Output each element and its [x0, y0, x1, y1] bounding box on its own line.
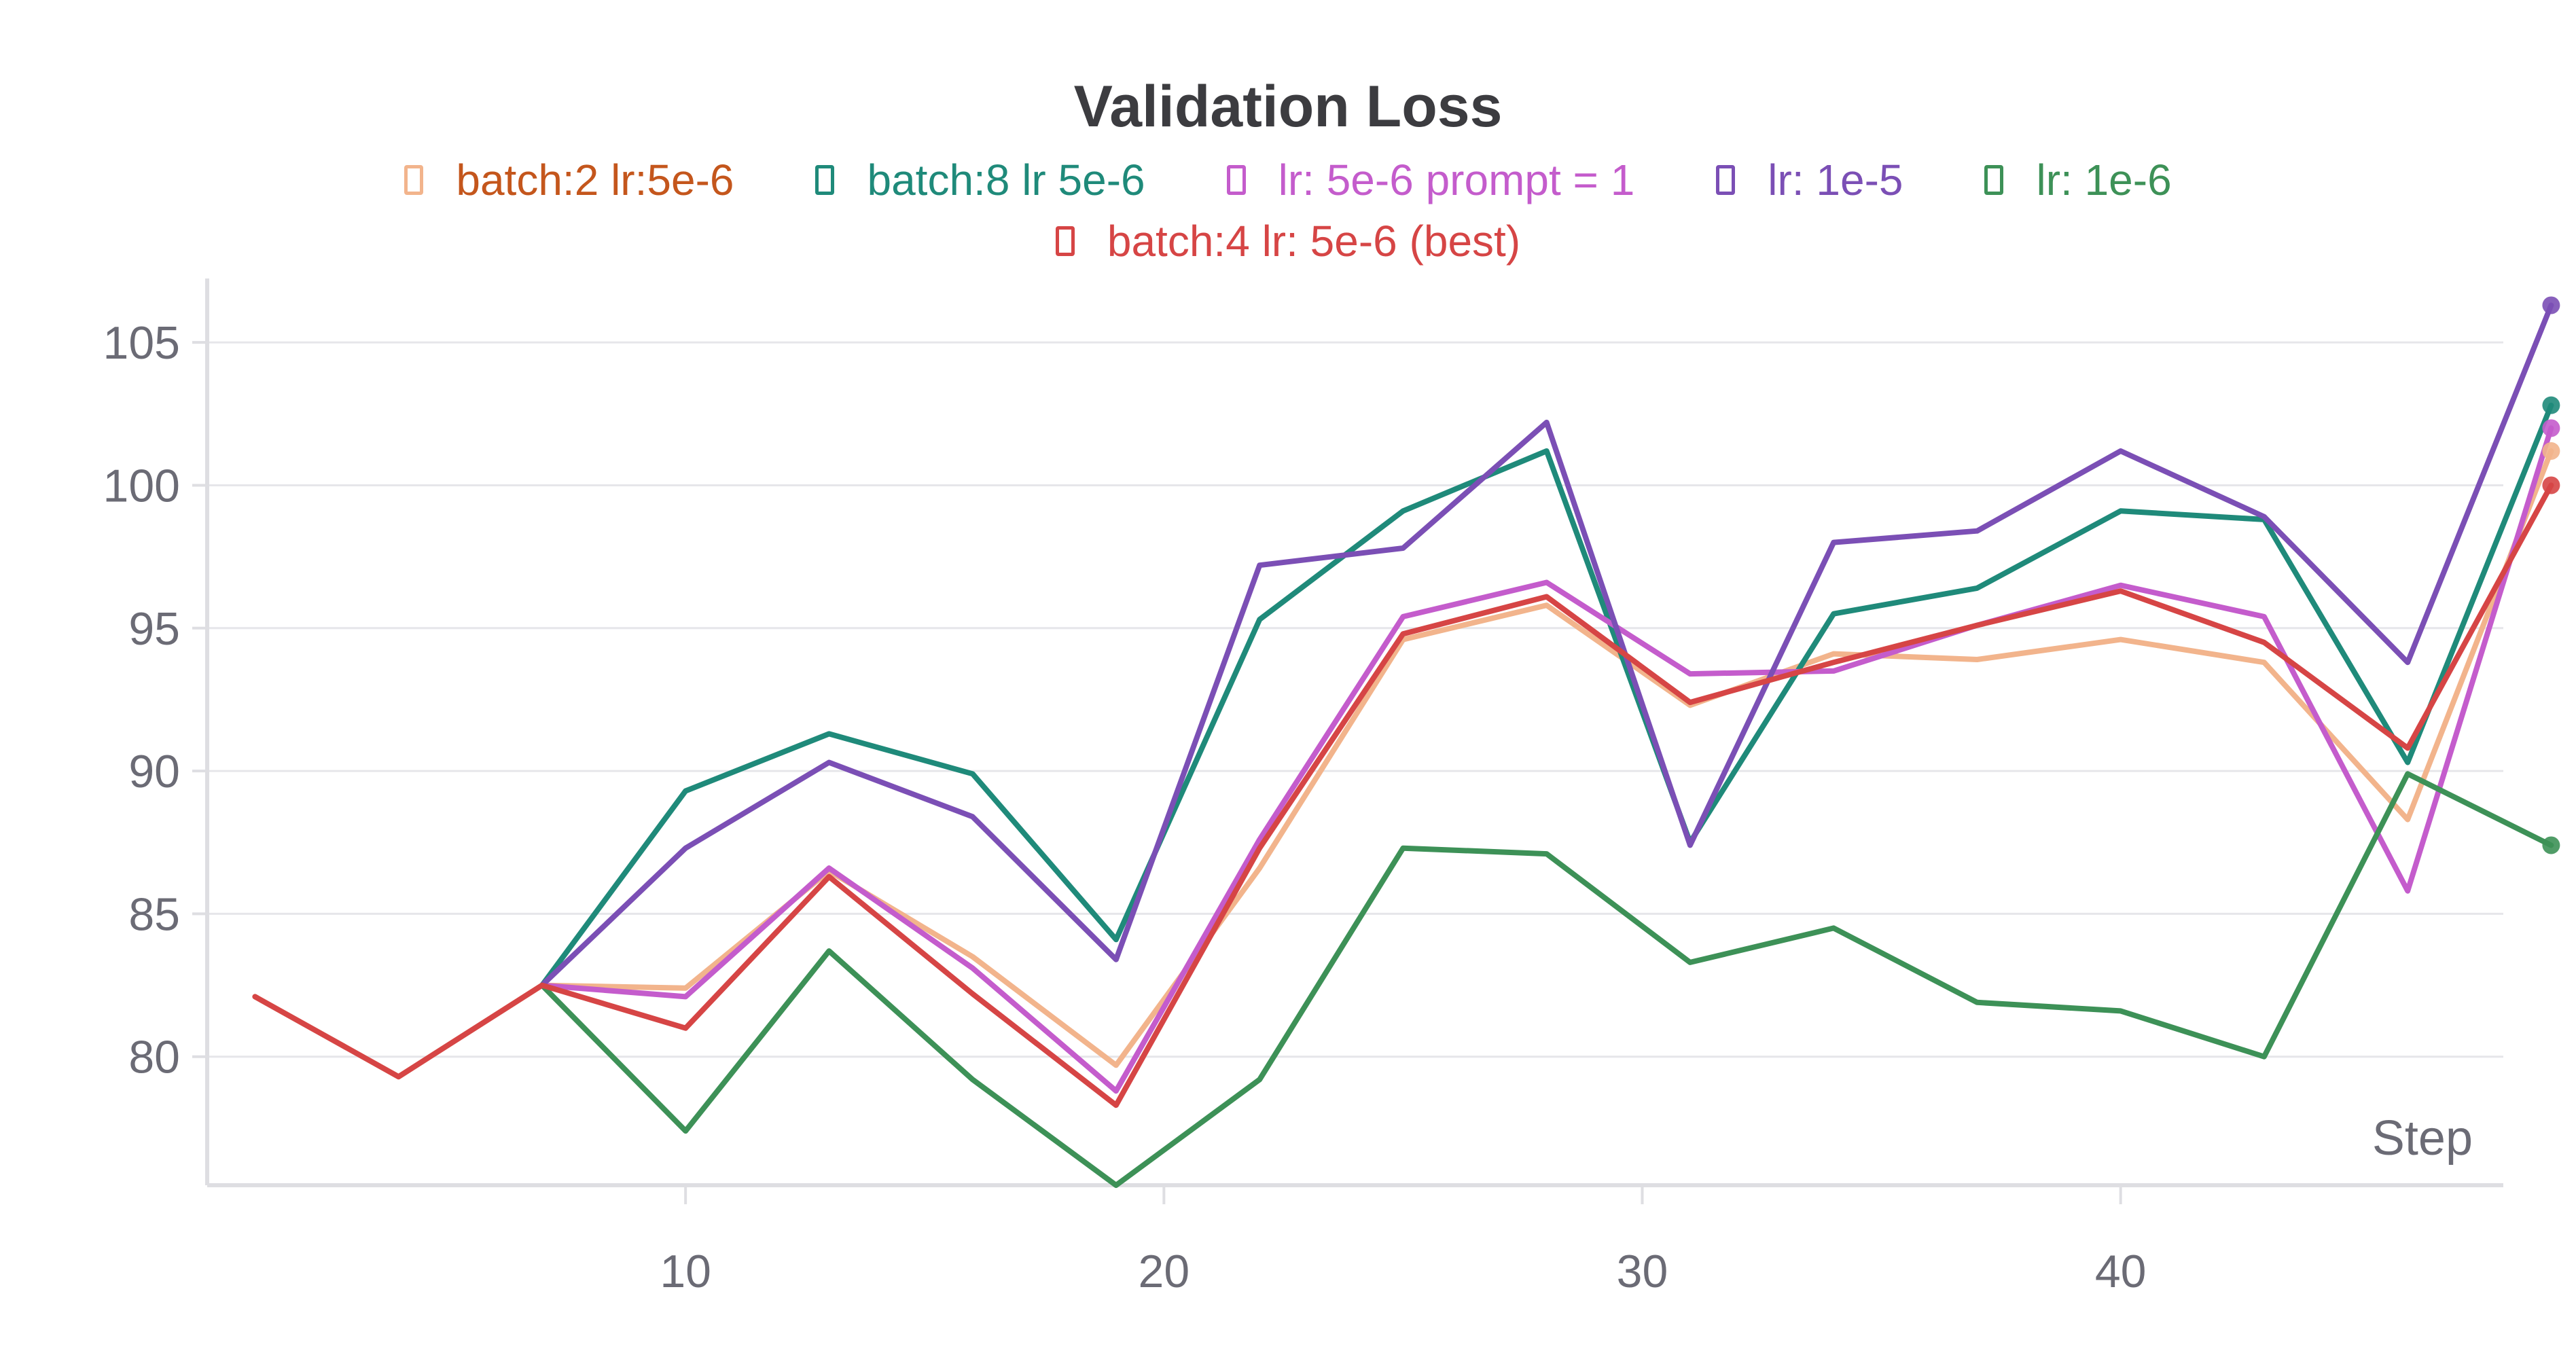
y-tick-label: 90	[128, 746, 180, 797]
series-line-2	[539, 425, 2554, 1094]
series-line-3	[539, 302, 2554, 988]
chart-title: Validation Loss	[1073, 74, 1503, 139]
x-tick-label: 40	[2095, 1246, 2147, 1297]
series-line-1	[539, 402, 2554, 988]
y-tick-label: 95	[128, 603, 180, 655]
legend-label: lr: 1e-5	[1768, 156, 1903, 204]
series-line-5	[252, 482, 2554, 1108]
legend-item[interactable]: batch:8 lr 5e-6	[815, 155, 1145, 205]
legend-swatch-icon	[1226, 165, 1246, 195]
end-marker-4	[2542, 836, 2560, 854]
legend-swatch-icon	[404, 165, 424, 195]
series-line-4	[539, 771, 2554, 1188]
grid-lines	[207, 341, 2503, 1058]
legend-item[interactable]: lr: 5e-6 prompt = 1	[1226, 155, 1635, 205]
y-tick-label: 105	[103, 317, 180, 369]
x-tick-label: 20	[1139, 1246, 1190, 1297]
x-tick-label: 30	[1617, 1246, 1668, 1297]
legend-item[interactable]: lr: 1e-6	[1984, 155, 2172, 205]
legend-item[interactable]: batch:4 lr: 5e-6 (best)	[1055, 216, 1521, 266]
end-marker-5	[2542, 476, 2560, 494]
end-marker-3	[2542, 296, 2560, 314]
x-tick-label: 10	[660, 1246, 711, 1297]
y-tick-label: 80	[128, 1032, 180, 1083]
legend-swatch-icon	[1055, 226, 1075, 256]
legend-item[interactable]: batch:2 lr:5e-6	[404, 155, 734, 205]
legend-label: batch:4 lr: 5e-6 (best)	[1107, 217, 1521, 266]
y-tick-label: 85	[128, 888, 180, 940]
end-markers	[2542, 296, 2560, 854]
series-line-0	[252, 448, 2554, 1080]
legend-row-1: batch:2 lr:5e-6 batch:8 lr 5e-6 lr: 5e-6 p…	[0, 155, 2576, 205]
y-tick-label: 100	[103, 460, 180, 511]
legend-swatch-icon	[1984, 165, 2004, 195]
legend-item[interactable]: lr: 1e-5	[1716, 155, 1903, 205]
legend-swatch-icon	[1716, 165, 1736, 195]
legend-label: lr: 5e-6 prompt = 1	[1278, 156, 1635, 204]
legend-swatch-icon	[815, 165, 835, 195]
x-axis-label: Step	[2372, 1111, 2473, 1166]
legend-label: batch:2 lr:5e-6	[456, 156, 734, 204]
legend-label: batch:8 lr 5e-6	[867, 156, 1145, 204]
end-marker-0	[2542, 441, 2560, 460]
axes: 80 85 90 95 100 105 10 20 30 40	[103, 278, 2503, 1297]
end-marker-1	[2542, 396, 2560, 414]
end-marker-2	[2542, 419, 2560, 437]
legend-label: lr: 1e-6	[2036, 156, 2172, 204]
legend-row-2: batch:4 lr: 5e-6 (best)	[0, 216, 2576, 266]
series-lines	[252, 302, 2554, 1188]
